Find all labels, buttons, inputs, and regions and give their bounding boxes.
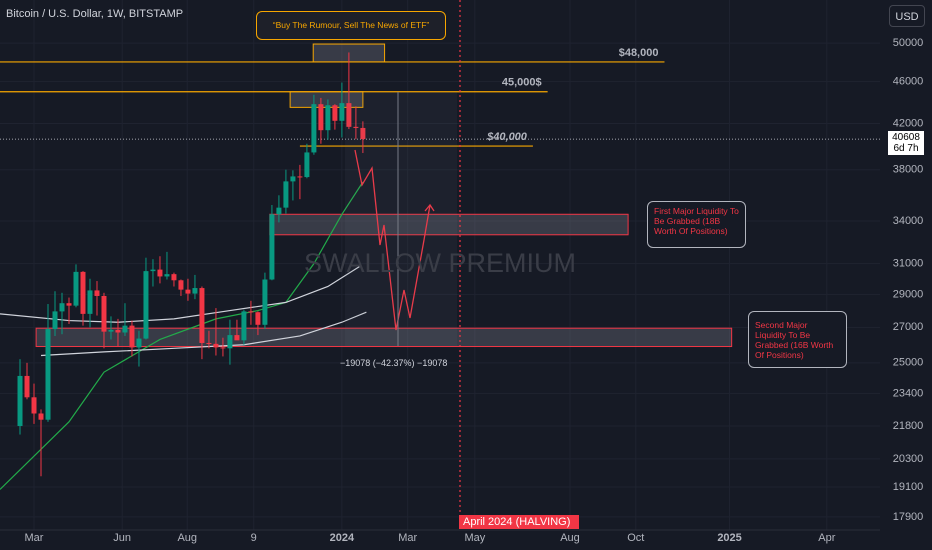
- candle-body: [255, 312, 261, 325]
- last-price: 40608: [892, 132, 920, 143]
- candle-body: [206, 342, 212, 344]
- y-tick-label: 20300: [893, 453, 924, 465]
- candle-body: [199, 288, 205, 343]
- candle-body: [38, 413, 44, 420]
- candle-body: [192, 288, 198, 294]
- measure-area: [345, 92, 457, 346]
- candle-body: [31, 397, 37, 414]
- measure-label: −19078 (−42.37%) −19078: [340, 358, 448, 368]
- candle-body: [129, 325, 135, 348]
- currency-button[interactable]: USD: [889, 5, 925, 27]
- candle-body: [290, 176, 296, 182]
- candle-body: [297, 176, 303, 178]
- candle-body: [66, 303, 72, 306]
- candle-body: [283, 181, 289, 208]
- candle-body: [157, 269, 163, 277]
- candle-body: [360, 127, 366, 140]
- candle-body: [318, 104, 324, 131]
- candle-body: [143, 271, 149, 339]
- symbol-title: Bitcoin / U.S. Dollar, 1W, BITSTAMP: [6, 8, 184, 20]
- x-tick-label: Apr: [818, 532, 835, 544]
- y-tick-label: 34000: [893, 215, 924, 227]
- candle-body: [248, 311, 254, 313]
- y-tick-label: 38000: [893, 164, 924, 176]
- y-tick-label: 50000: [893, 37, 924, 49]
- x-tick-label: 9: [251, 532, 257, 544]
- y-tick-label: 31000: [893, 258, 924, 270]
- candle-body: [73, 271, 79, 306]
- candle-body: [150, 269, 156, 272]
- candle-body: [346, 103, 352, 127]
- candle-body: [332, 105, 338, 121]
- y-tick-label: 17900: [893, 511, 924, 523]
- liquidity-zone: [35, 327, 733, 348]
- y-tick-label: 27000: [893, 321, 924, 333]
- x-tick-label: Aug: [560, 532, 580, 544]
- candle-body: [353, 126, 359, 128]
- last-price-label: 40608 6d 7h: [888, 131, 924, 155]
- candle-body: [269, 214, 275, 280]
- y-tick-label: 29000: [893, 288, 924, 300]
- y-tick-label: 19100: [893, 481, 924, 493]
- candle-body: [136, 338, 142, 348]
- moving-average: [0, 181, 364, 490]
- candle-body: [325, 105, 331, 131]
- candle-body: [24, 375, 30, 398]
- etf-callout: “Buy The Rumour, Sell The News of ETF”: [256, 11, 446, 40]
- candle-body: [122, 325, 128, 333]
- price-level-label: $48,000: [619, 47, 659, 59]
- price-level-label: $40,000: [486, 131, 528, 143]
- watermark: SWALLOW PREMIUM: [304, 248, 577, 278]
- projection-arrow: [424, 203, 435, 212]
- y-tick-label: 21800: [893, 420, 924, 432]
- candle-body: [227, 335, 233, 349]
- zone1-callout: First Major Liquidity To Be Grabbed (18B…: [647, 201, 746, 248]
- projection-path: [354, 149, 431, 331]
- candle-body: [276, 207, 282, 215]
- candle-body: [178, 280, 184, 290]
- zone2-callout: Second Major Liquidity To Be Grabbed (16…: [748, 311, 847, 368]
- candle-body: [185, 289, 191, 294]
- y-tick-label: 42000: [893, 117, 924, 129]
- candle-body: [171, 274, 177, 281]
- x-tick-label: Mar: [25, 532, 44, 544]
- x-tick-label: 2024: [330, 532, 355, 544]
- halving-label: April 2024 (HALVING): [459, 515, 579, 529]
- candle-body: [108, 329, 114, 332]
- candle-body: [87, 290, 93, 314]
- x-tick-label: 2025: [717, 532, 741, 544]
- candle-body: [304, 152, 310, 178]
- candle-body: [17, 375, 23, 427]
- candle-body: [94, 290, 100, 296]
- x-tick-label: Oct: [627, 532, 644, 544]
- x-tick-label: May: [464, 532, 485, 544]
- candle-body: [101, 295, 107, 332]
- price-level-label: 45,000$: [502, 77, 542, 89]
- candle-body: [115, 329, 121, 333]
- candle-body: [213, 343, 219, 348]
- candle-body: [59, 303, 65, 312]
- candle-body: [311, 104, 317, 153]
- candle-body: [339, 103, 345, 121]
- countdown: 6d 7h: [893, 143, 919, 154]
- x-tick-label: Mar: [398, 532, 417, 544]
- y-tick-label: 25000: [893, 357, 924, 369]
- candle-body: [52, 311, 58, 330]
- candle-body: [241, 311, 247, 341]
- candle-body: [164, 274, 170, 277]
- x-tick-label: Jun: [113, 532, 131, 544]
- candle-body: [45, 329, 51, 420]
- y-tick-label: 23400: [893, 387, 924, 399]
- candle-body: [234, 335, 240, 341]
- candle-body: [220, 347, 226, 349]
- y-tick-label: 46000: [893, 75, 924, 87]
- candle-body: [262, 279, 268, 325]
- x-tick-label: Aug: [177, 532, 197, 544]
- candle-body: [80, 271, 86, 314]
